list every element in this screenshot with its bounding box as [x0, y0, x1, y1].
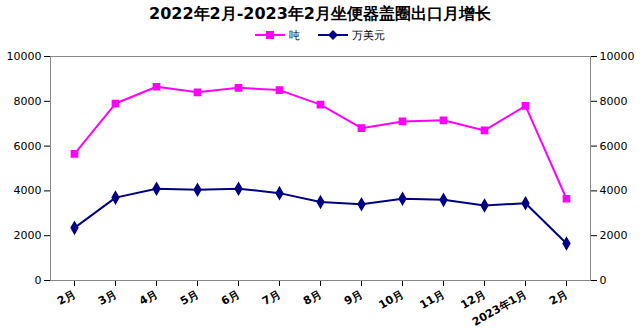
svg-text:6000: 6000: [600, 140, 628, 153]
svg-text:11月: 11月: [417, 287, 446, 311]
svg-text:8000: 8000: [600, 95, 628, 108]
svg-text:4000: 4000: [600, 184, 628, 197]
html-text:吨: 吨: [289, 28, 300, 42]
svg-text:2月: 2月: [55, 287, 78, 308]
svg-text:6000: 6000: [14, 140, 42, 153]
svg-text:2023年1月: 2023年1月: [470, 287, 529, 326]
svg-text:4月: 4月: [137, 287, 160, 308]
svg-text:0: 0: [600, 274, 607, 287]
svg-text:8000: 8000: [14, 95, 42, 108]
svg-text:2000: 2000: [14, 229, 42, 242]
svg-text:10000: 10000: [600, 50, 635, 63]
svg-text:6月: 6月: [219, 287, 242, 308]
html-text:2022年2月-2023年2月坐便器盖圈出口月增长: 2022年2月-2023年2月坐便器盖圈出口月增长: [149, 4, 491, 23]
svg-text:5月: 5月: [178, 287, 201, 308]
svg-text:2月: 2月: [547, 287, 570, 308]
svg-text:10000: 10000: [7, 50, 42, 63]
svg-text:0: 0: [35, 274, 42, 287]
svg-text:7月: 7月: [260, 287, 283, 308]
html-text:万美元: 万美元: [352, 28, 385, 42]
svg-text:8月: 8月: [301, 287, 324, 308]
svg-text:10月: 10月: [376, 287, 405, 311]
svg-text:9月: 9月: [342, 287, 365, 308]
svg-text:12月: 12月: [458, 287, 487, 311]
svg-text:2000: 2000: [600, 229, 628, 242]
svg-text:3月: 3月: [96, 287, 119, 308]
svg-text:4000: 4000: [14, 184, 42, 197]
